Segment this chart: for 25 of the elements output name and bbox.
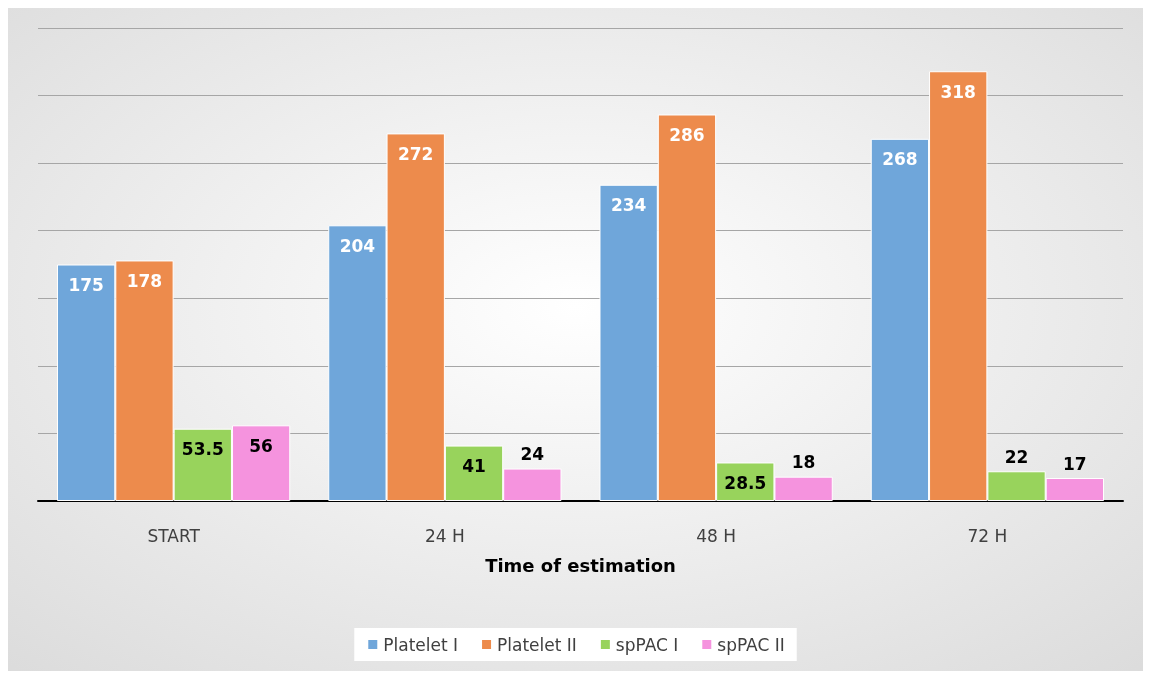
legend-label: Platelet I (383, 634, 459, 655)
data-label: 41 (462, 456, 486, 477)
x-tick-label: 48 H (696, 525, 737, 546)
legend-label: spPAC II (717, 634, 785, 655)
data-label: 175 (68, 275, 104, 295)
x-axis-title: Time of estimation (485, 554, 676, 576)
x-tick-label: START (147, 525, 201, 546)
data-label: 22 (1004, 446, 1029, 467)
data-label: 24 (520, 444, 545, 465)
data-label: 53.5 (181, 439, 224, 460)
data-label: 28.5 (724, 472, 767, 493)
data-label: 318 (940, 81, 976, 102)
data-label: 234 (610, 195, 647, 216)
data-label: 178 (126, 270, 163, 291)
data-label: 17 (1063, 453, 1087, 474)
x-tick-label: 24 H (424, 525, 465, 546)
x-tick-label: 72 H (967, 525, 1008, 546)
data-label: 204 (339, 235, 376, 256)
legend-label: Platelet II (497, 634, 577, 655)
legend-label: spPAC I (615, 634, 679, 655)
data-label: 56 (249, 435, 273, 456)
data-label: 286 (669, 124, 705, 145)
data-label: 272 (397, 143, 434, 164)
data-label: 268 (882, 149, 918, 170)
data-label: 18 (791, 452, 816, 473)
